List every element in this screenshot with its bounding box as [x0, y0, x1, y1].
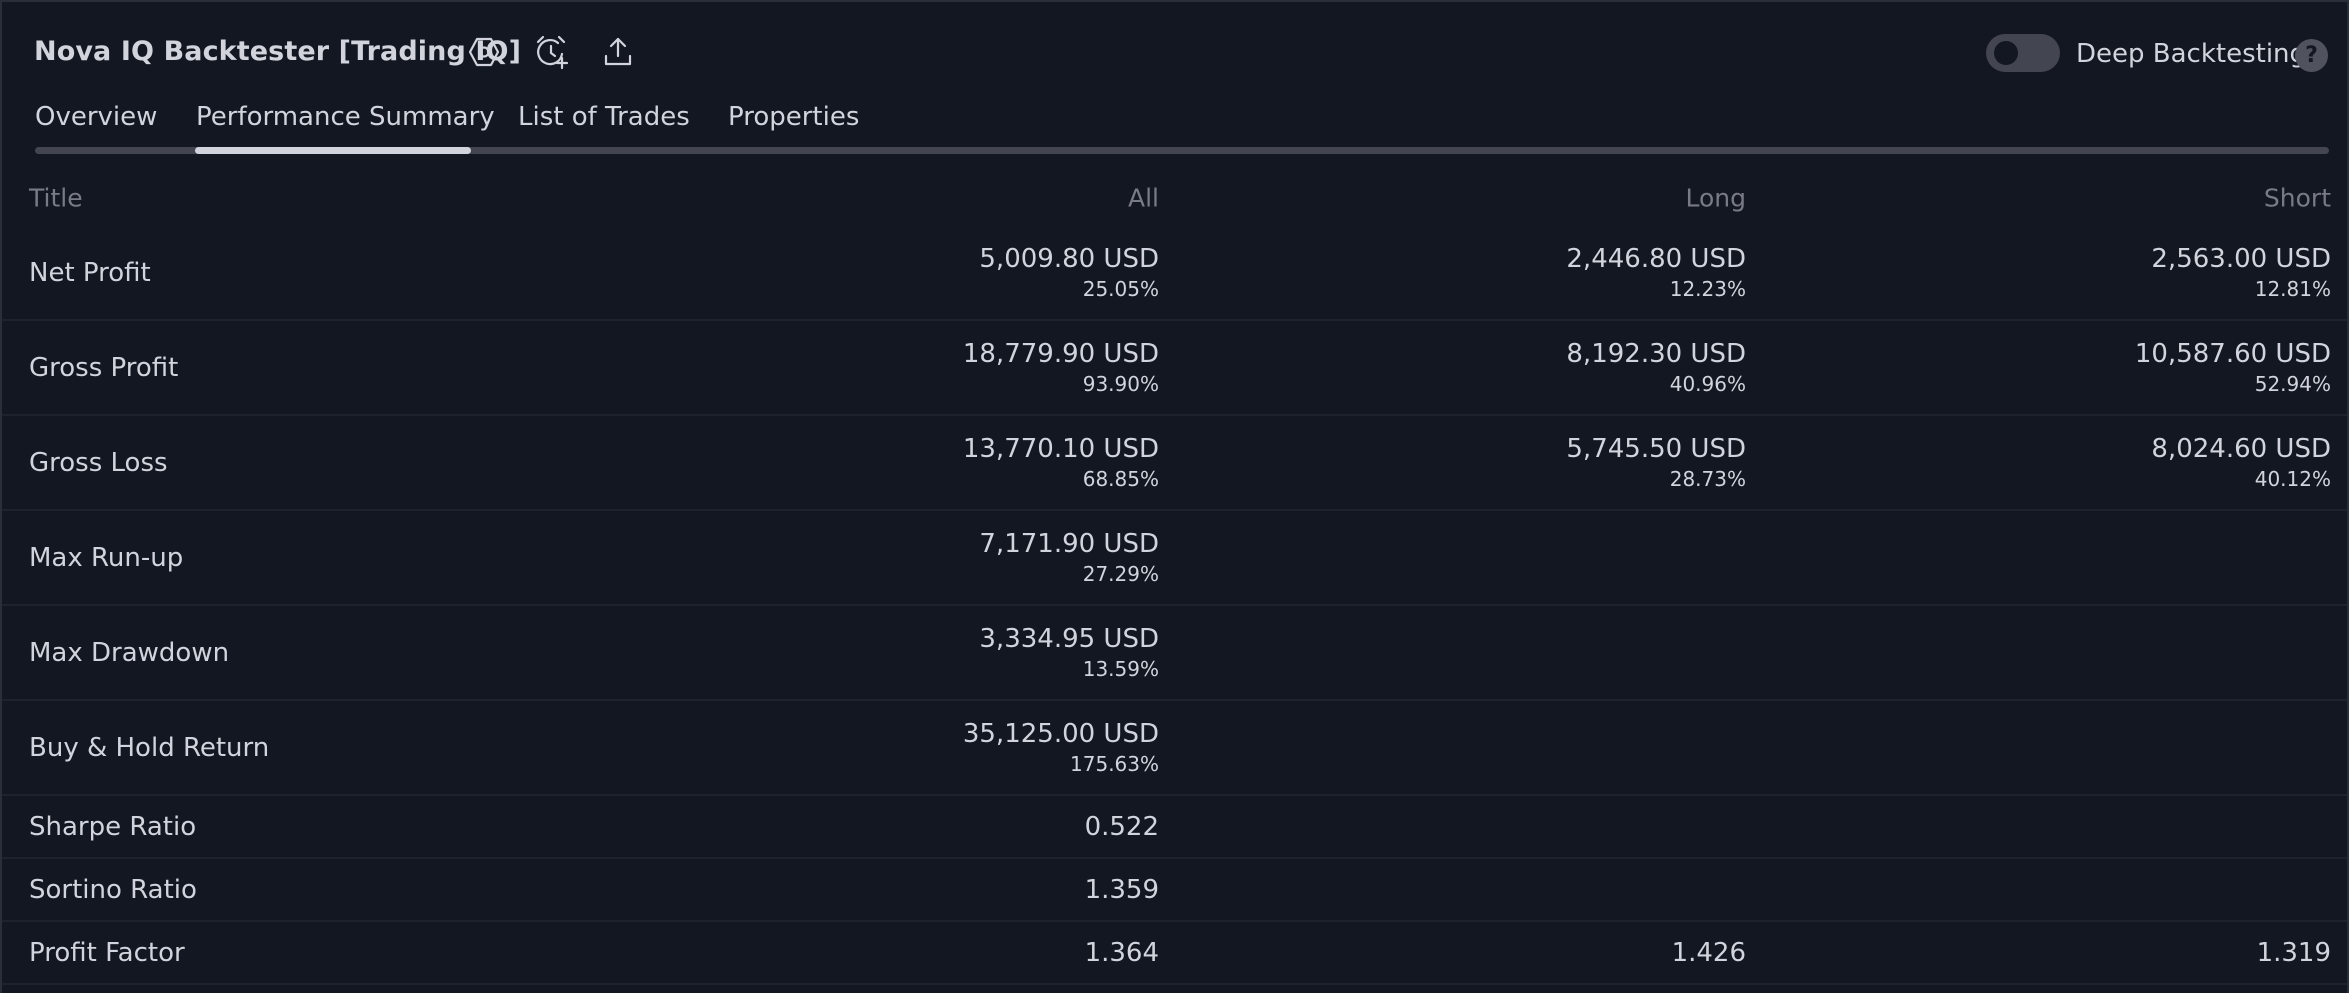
- cell-value: 35,125.00 USD: [962, 718, 1159, 749]
- performance-table: Title All Long Short Net Profit 5,009.80…: [2, 162, 2347, 985]
- tab-track: [35, 147, 2329, 154]
- row-title: Buy & Hold Return: [29, 732, 270, 763]
- column-header-title: Title: [29, 183, 83, 213]
- cell-short: 8,024.60 USD 40.12%: [2151, 416, 2331, 509]
- cell-all: 5,009.80 USD 25.05%: [979, 226, 1159, 319]
- cell-percent: 52.94%: [2254, 371, 2331, 396]
- table-row-sharpe-ratio: Sharpe Ratio 0.522: [2, 796, 2347, 859]
- cell-percent: 12.81%: [2254, 276, 2331, 301]
- row-title: Max Drawdown: [29, 637, 230, 668]
- cell-value: 1.426: [1671, 937, 1746, 968]
- table-row-buy-hold-return: Buy & Hold Return 35,125.00 USD 175.63%: [2, 701, 2347, 796]
- row-title: Net Profit: [29, 257, 151, 288]
- cell-all: 0.522: [1085, 796, 1159, 857]
- table-row-max-run-up: Max Run-up 7,171.90 USD 27.29%: [2, 511, 2347, 606]
- export-icon[interactable]: [598, 32, 638, 72]
- strategy-title[interactable]: Nova IQ Backtester [Trading IQ]: [34, 36, 522, 67]
- column-header-all: All: [1128, 183, 1159, 213]
- cell-value: 7,171.90 USD: [979, 528, 1159, 559]
- cell-value: 3,334.95 USD: [979, 623, 1159, 654]
- table-header: Title All Long Short: [2, 162, 2347, 226]
- cell-percent: 68.85%: [1082, 466, 1159, 491]
- tab-overview[interactable]: Overview: [35, 102, 158, 132]
- row-title: Gross Profit: [29, 352, 179, 383]
- table-row-gross-profit: Gross Profit 18,779.90 USD 93.90% 8,192.…: [2, 321, 2347, 416]
- cell-value: 8,024.60 USD: [2151, 433, 2331, 464]
- table-row-max-drawdown: Max Drawdown 3,334.95 USD 13.59%: [2, 606, 2347, 701]
- cell-all: 7,171.90 USD 27.29%: [979, 511, 1159, 604]
- cell-short: 10,587.60 USD 52.94%: [2135, 321, 2331, 414]
- row-title: Gross Loss: [29, 447, 168, 478]
- column-header-long: Long: [1685, 183, 1747, 213]
- cell-long: 8,192.30 USD 40.96%: [1566, 321, 1746, 414]
- row-title: Max Run-up: [29, 542, 184, 573]
- table-row-gross-loss: Gross Loss 13,770.10 USD 68.85% 5,745.50…: [2, 416, 2347, 511]
- cell-value: 18,779.90 USD: [962, 338, 1159, 369]
- add-alert-icon[interactable]: [531, 32, 571, 72]
- cell-value: 5,009.80 USD: [979, 243, 1159, 274]
- cell-percent: 25.05%: [1082, 276, 1159, 301]
- cell-percent: 12.23%: [1669, 276, 1746, 301]
- cell-short: 1.319: [2257, 922, 2331, 983]
- cell-percent: 27.29%: [1082, 561, 1159, 586]
- cell-all: 1.359: [1085, 859, 1159, 920]
- cell-value: 5,745.50 USD: [1566, 433, 1746, 464]
- cell-percent: 93.90%: [1082, 371, 1159, 396]
- cell-value: 1.319: [2256, 937, 2331, 968]
- table-row-sortino-ratio: Sortino Ratio 1.359: [2, 859, 2347, 922]
- cell-short: 2,563.00 USD 12.81%: [2151, 226, 2331, 319]
- cell-all: 3,334.95 USD 13.59%: [979, 606, 1159, 699]
- toggle-knob: [1994, 41, 2018, 65]
- row-title: Profit Factor: [29, 937, 185, 968]
- panel-header: Nova IQ Backtester [Trading IQ]: [2, 2, 2347, 102]
- tab-properties[interactable]: Properties: [728, 102, 860, 132]
- cell-percent: 40.96%: [1669, 371, 1746, 396]
- cell-all: 13,770.10 USD 68.85%: [963, 416, 1159, 509]
- tab-performance-summary[interactable]: Performance Summary: [196, 102, 495, 132]
- row-title: Sortino Ratio: [29, 874, 197, 905]
- deep-backtesting-toggle[interactable]: [1986, 34, 2060, 72]
- table-row-profit-factor: Profit Factor 1.364 1.426 1.319: [2, 922, 2347, 985]
- cell-value: 13,770.10 USD: [962, 433, 1159, 464]
- cell-all: 35,125.00 USD 175.63%: [963, 701, 1159, 794]
- table-row-net-profit: Net Profit 5,009.80 USD 25.05% 2,446.80 …: [2, 226, 2347, 321]
- cell-long: 1.426: [1672, 922, 1746, 983]
- active-tab-indicator: [195, 147, 471, 154]
- cell-value: 8,192.30 USD: [1566, 338, 1746, 369]
- cell-percent: 28.73%: [1669, 466, 1746, 491]
- cell-value: 2,563.00 USD: [2151, 243, 2331, 274]
- settings-hexagon-icon[interactable]: [464, 32, 504, 72]
- cell-long: 5,745.50 USD 28.73%: [1566, 416, 1746, 509]
- cell-percent: 175.63%: [1070, 751, 1159, 776]
- cell-value: 10,587.60 USD: [2134, 338, 2331, 369]
- deep-backtesting-label: Deep Backtesting: [2076, 39, 2307, 69]
- cell-value: 1.364: [1084, 937, 1159, 968]
- cell-percent: 40.12%: [2254, 466, 2331, 491]
- cell-long: 2,446.80 USD 12.23%: [1566, 226, 1746, 319]
- cell-all: 18,779.90 USD 93.90%: [963, 321, 1159, 414]
- help-icon[interactable]: ?: [2295, 39, 2328, 72]
- cell-value: 1.359: [1084, 874, 1159, 905]
- cell-all: 1.364: [1085, 922, 1159, 983]
- cell-value: 0.522: [1084, 811, 1159, 842]
- column-header-short: Short: [2263, 183, 2331, 213]
- cell-percent: 13.59%: [1082, 656, 1159, 681]
- tab-list-of-trades[interactable]: List of Trades: [518, 102, 690, 132]
- cell-value: 2,446.80 USD: [1566, 243, 1746, 274]
- row-title: Sharpe Ratio: [29, 811, 197, 842]
